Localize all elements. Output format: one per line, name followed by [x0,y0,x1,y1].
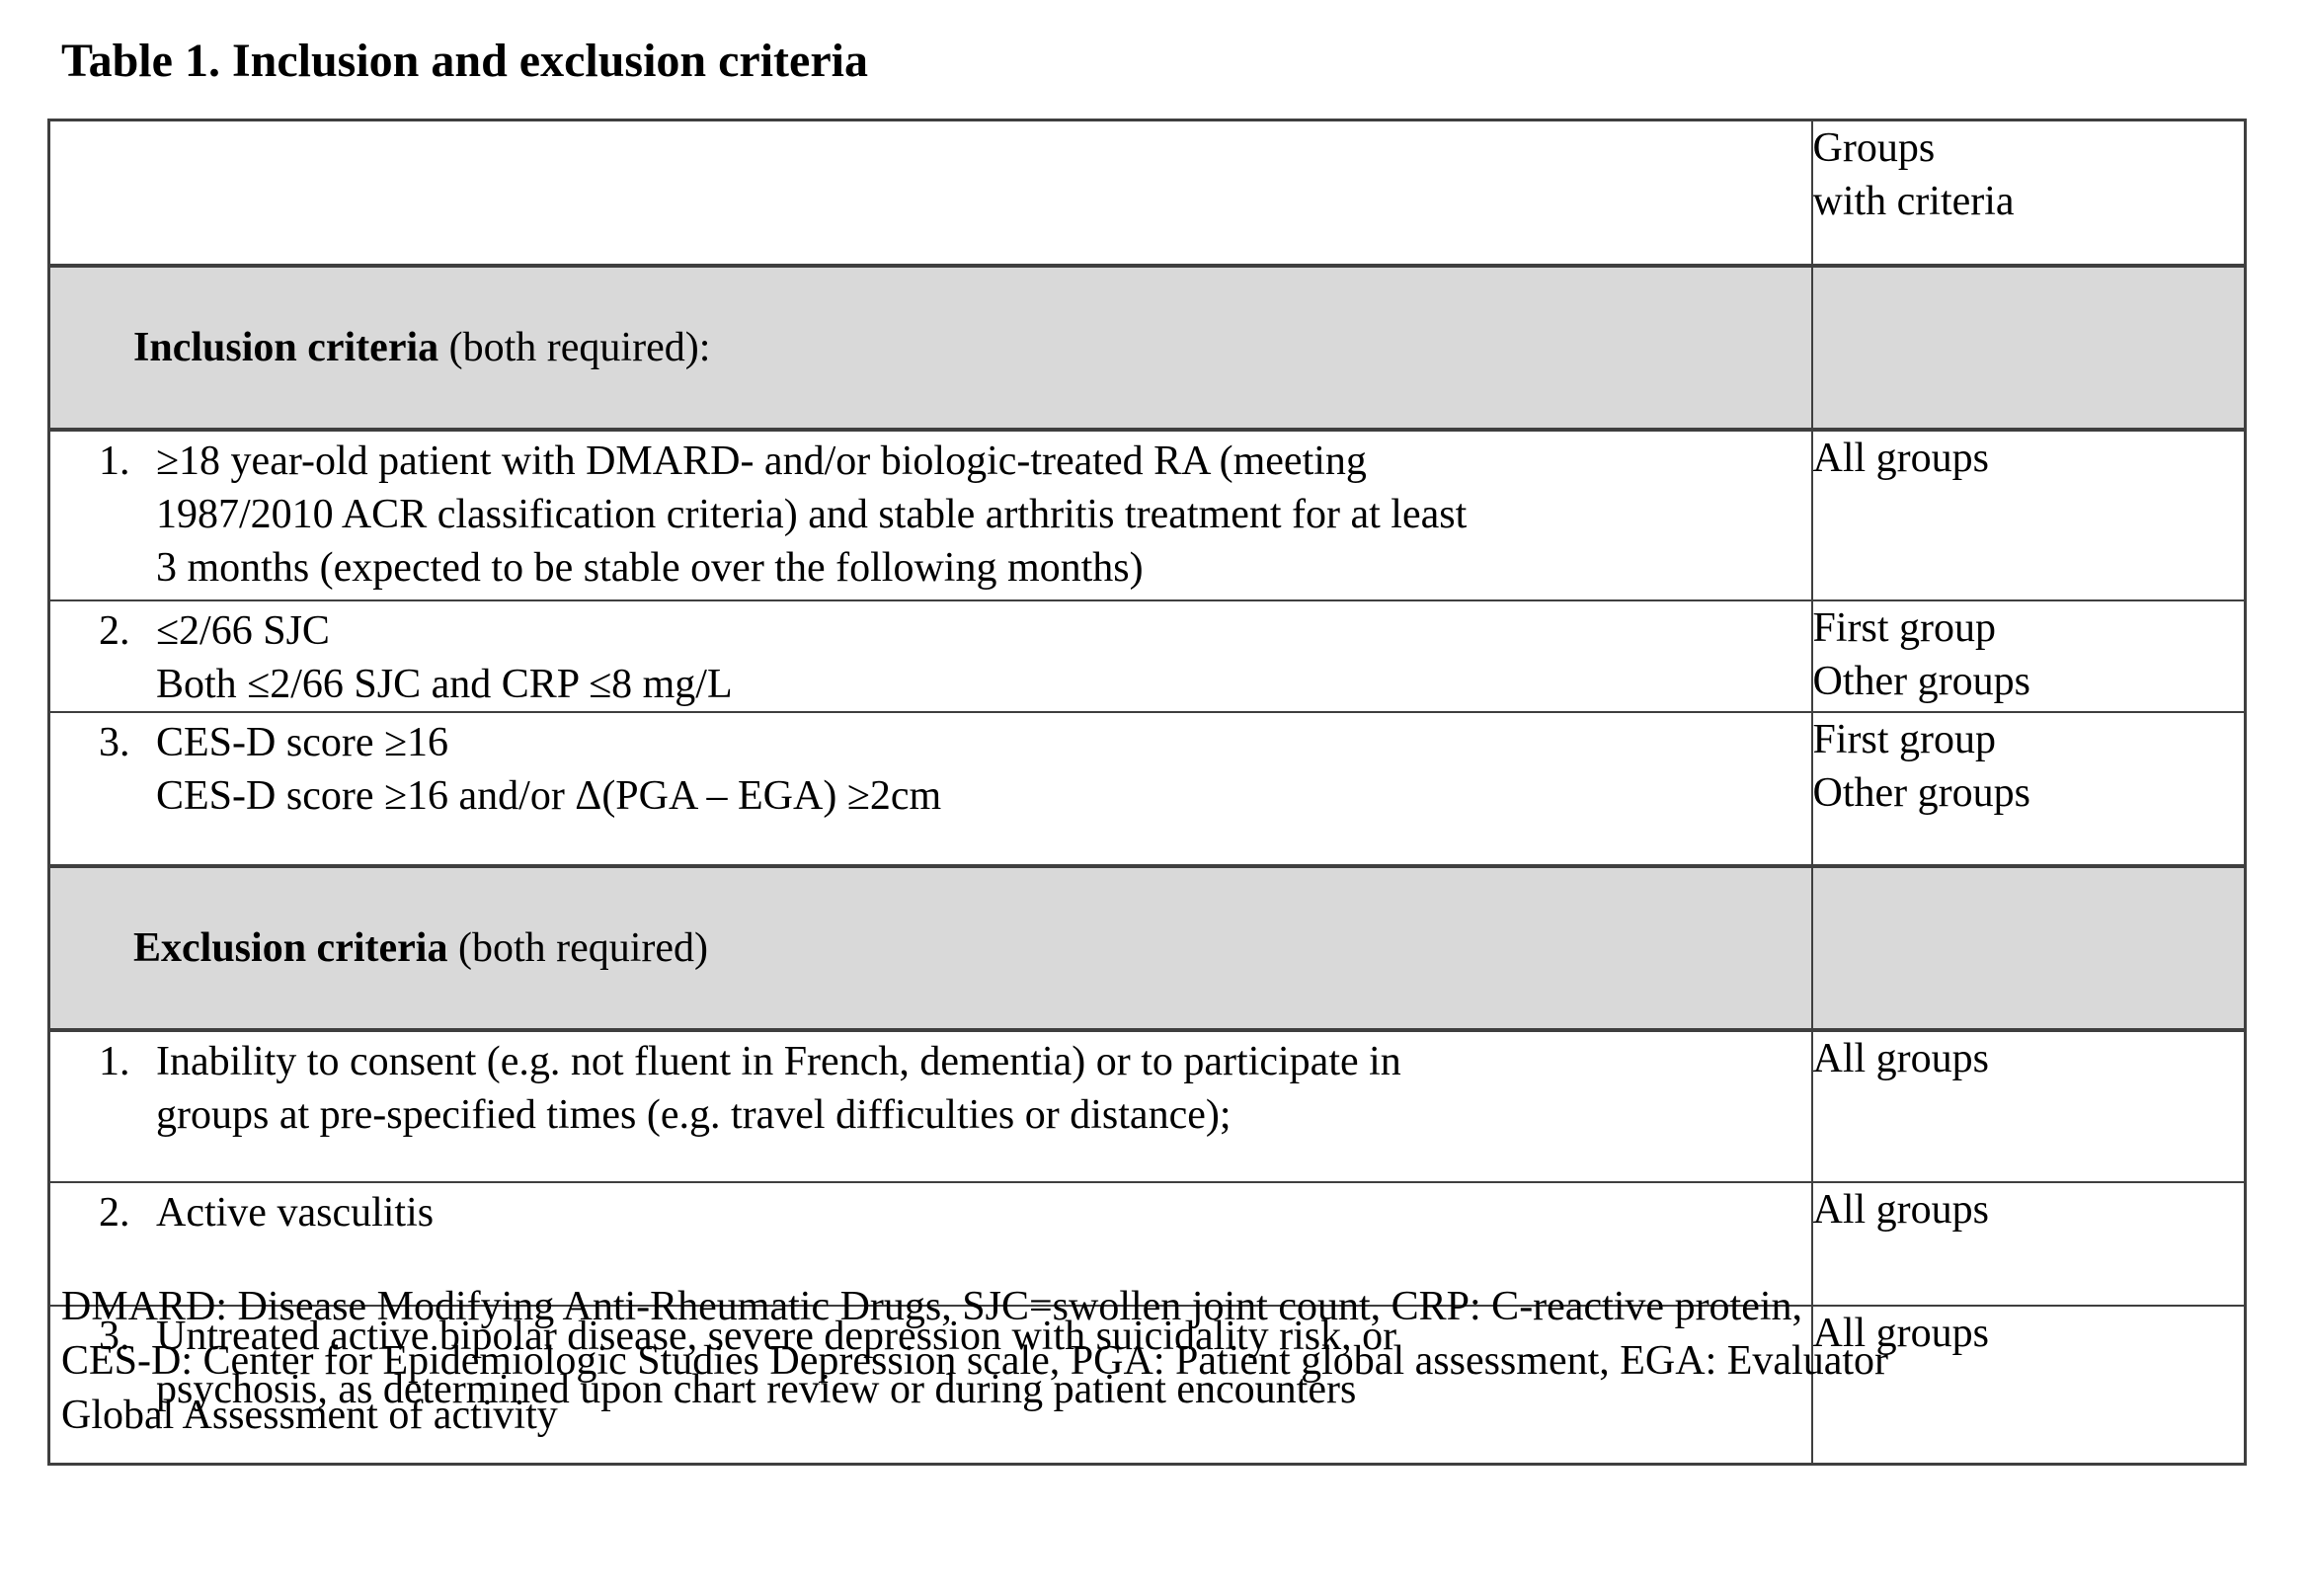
criterion-text: Untreated active bipolar disease, severe… [156,1314,1397,1412]
header-groups-cell: Groups with criteria [1810,119,2247,267]
inclusion-row-2: 2. ≤2/66 SJC Both ≤2/66 SJC and CRP ≤8 m… [47,599,2247,713]
groups-cell: First group Other groups [1810,711,2247,867]
groups-cell: First group Other groups [1810,599,2247,713]
groups-cell: All groups [1810,429,2247,601]
inclusion-heading-empty-cell [1810,264,2247,432]
row-number: 1. [99,439,130,484]
exclusion-heading-bold: Exclusion criteria [133,925,448,971]
criterion-cell: 1. ≥18 year-old patient with DMARD- and/… [47,429,1813,601]
exclusion-row-1: 1. Inability to consent (e.g. not fluent… [47,1029,2247,1183]
exclusion-row-2: 2. Active vasculitis All groups [47,1181,2247,1307]
criterion-cell: 2. ≤2/66 SJC Both ≤2/66 SJC and CRP ≤8 m… [47,599,1813,713]
criteria-table: Groups with criteria Inclusion criteria … [47,119,2247,1466]
criterion-cell: 2. Active vasculitis [47,1181,1813,1307]
criterion-text: ≥18 year-old patient with DMARD- and/or … [156,439,1468,591]
header-empty-cell [47,119,1813,267]
criterion-cell: 3. CES-D score ≥16 CES-D score ≥16 and/o… [47,711,1813,867]
row-number: 2. [99,608,130,654]
row-number: 2. [99,1190,130,1236]
groups-cell: All groups [1810,1305,2247,1466]
exclusion-heading-empty-cell [1810,864,2247,1032]
inclusion-heading-cell: Inclusion criteria (both required): [47,264,1813,432]
row-number: 3. [99,1314,130,1359]
criterion-text: Inability to consent (e.g. not fluent in… [156,1039,1401,1138]
table-title: Table 1. Inclusion and exclusion criteri… [61,35,868,87]
criterion-text: ≤2/66 SJC Both ≤2/66 SJC and CRP ≤8 mg/L [156,608,733,707]
groups-cell: All groups [1810,1029,2247,1183]
inclusion-heading-bold: Inclusion criteria [133,325,439,370]
abbreviations-footnote: DMARD: Disease Modifying Anti-Rheumatic … [61,1284,1889,1438]
exclusion-heading-rest: (both required) [447,925,709,971]
exclusion-heading-cell: Exclusion criteria (both required) [47,864,1813,1032]
section-header-exclusion: Exclusion criteria (both required) [47,864,2247,1032]
table-header-row: Groups with criteria [47,119,2247,267]
row-number: 3. [99,720,130,765]
inclusion-row-3: 3. CES-D score ≥16 CES-D score ≥16 and/o… [47,711,2247,867]
section-header-inclusion: Inclusion criteria (both required): [47,264,2247,432]
inclusion-row-1: 1. ≥18 year-old patient with DMARD- and/… [47,429,2247,601]
exclusion-row-3: 3. Untreated active bipolar disease, sev… [47,1305,2247,1466]
row-number: 1. [99,1039,130,1084]
groups-cell: All groups [1810,1181,2247,1307]
criterion-text: Active vasculitis [156,1190,435,1236]
criterion-text: CES-D score ≥16 CES-D score ≥16 and/or Δ… [156,720,942,819]
criterion-cell: 1. Inability to consent (e.g. not fluent… [47,1029,1813,1183]
inclusion-heading-rest: (both required): [438,325,711,370]
criterion-cell: 3. Untreated active bipolar disease, sev… [47,1305,1813,1466]
